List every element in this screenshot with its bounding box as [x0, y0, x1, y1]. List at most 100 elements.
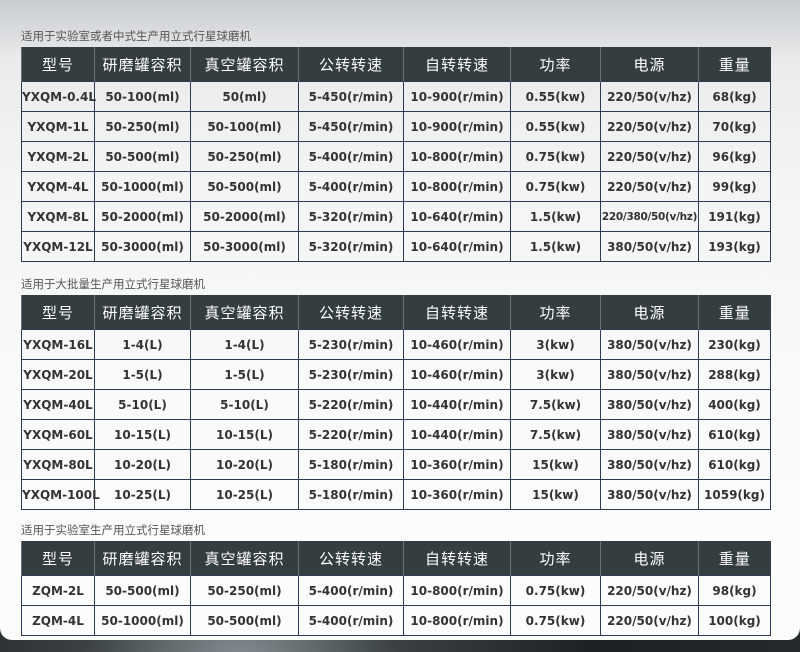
column-header: 公转转速: [298, 295, 404, 330]
table-cell: YXQM-40L: [21, 389, 95, 420]
table-cell: 5-450(r/min): [298, 111, 404, 142]
table-cell: 400(kg): [698, 389, 771, 420]
table-cell: 10-460(r/min): [403, 359, 511, 390]
table-cell: YXQM-4L: [21, 171, 95, 202]
table-cell: 0.75(kw): [510, 575, 601, 606]
section-title: 适用于实验室生产用立式行星球磨机: [21, 523, 205, 537]
section-title: 适用于大批量生产用立式行星球磨机: [21, 277, 205, 291]
table-cell: 50-3000(ml): [94, 231, 191, 262]
table-cell: 10-360(r/min): [403, 449, 511, 480]
table-cell: 380/50(v/hz): [600, 419, 699, 450]
column-header: 真空罐容积: [190, 295, 299, 330]
column-header: 型号: [21, 295, 95, 330]
table-cell: YXQM-12L: [21, 231, 95, 262]
table-cell: 5-230(r/min): [298, 329, 404, 360]
table-cell: 10-20(L): [94, 449, 191, 480]
table-cell: 220/380/50(v/hz): [600, 201, 699, 232]
column-header: 重量: [698, 541, 771, 576]
table-cell: 610(kg): [698, 419, 771, 450]
table-cell: 10-440(r/min): [403, 389, 511, 420]
table-cell: 10-900(r/min): [403, 81, 511, 112]
table-cell: 15(kw): [510, 479, 601, 510]
table-cell: 0.55(kw): [510, 81, 601, 112]
table-cell: 380/50(v/hz): [600, 449, 699, 480]
table-cell: 191(kg): [698, 201, 771, 232]
table-row: YXQM-4L 50-1000(ml) 50-500(ml) 5-400(r/min)…: [21, 171, 771, 202]
table-cell: 7.5(kw): [510, 389, 601, 420]
table-cell: YXQM-16L: [21, 329, 95, 360]
column-header: 研磨罐容积: [94, 295, 191, 330]
table-cell: 1059(kg): [698, 479, 771, 510]
table-row: YXQM-8L 50-2000(ml) 50-2000(ml) 5-320(r/min…: [21, 201, 771, 232]
column-header: 真空罐容积: [190, 47, 299, 82]
table-cell: 220/50(v/hz): [600, 171, 699, 202]
table-row: YXQM-0.4L 50-100(ml) 50(ml) 5-450(r/min) 10-…: [21, 81, 771, 112]
table-cell: 1.5(kw): [510, 201, 601, 232]
table-cell: 10-25(L): [94, 479, 191, 510]
column-header: 功率: [510, 295, 601, 330]
table-cell: 10-640(r/min): [403, 231, 511, 262]
table-cell: 5-400(r/min): [298, 605, 404, 636]
table-cell: 1-5(L): [190, 359, 299, 390]
header-row: 型号 研磨罐容积 真空罐容积 公转转速 自转转速 功率 电源 重量: [21, 541, 771, 576]
column-header: 型号: [21, 541, 95, 576]
table-cell: 230(kg): [698, 329, 771, 360]
table-cell: 0.55(kw): [510, 111, 601, 142]
table-cell: 380/50(v/hz): [600, 329, 699, 360]
table-cell: 10-800(r/min): [403, 171, 511, 202]
table-cell: 380/50(v/hz): [600, 231, 699, 262]
table-row: ZQM-2L 50-500(ml) 50-250(ml) 5-400(r/min) 10…: [21, 575, 771, 606]
table-cell: 5-220(r/min): [298, 419, 404, 450]
table-cell: 50-250(ml): [190, 141, 299, 172]
table-cell: 10-640(r/min): [403, 201, 511, 232]
table-cell: 1-4(L): [94, 329, 191, 360]
table-cell: 10-800(r/min): [403, 605, 511, 636]
column-header: 真空罐容积: [190, 541, 299, 576]
table-cell: 193(kg): [698, 231, 771, 262]
table-cell: YXQM-20L: [21, 359, 95, 390]
table-cell: 380/50(v/hz): [600, 479, 699, 510]
table-cell: 10-800(r/min): [403, 141, 511, 172]
table-cell: 1.5(kw): [510, 231, 601, 262]
table-cell: 50-1000(ml): [94, 605, 191, 636]
table-cell: YXQM-80L: [21, 449, 95, 480]
table-row: YXQM-100L 10-25(L) 10-25(L) 5-180(r/min) 10-…: [21, 479, 771, 510]
column-header: 自转转速: [403, 47, 511, 82]
table-cell: 3(kw): [510, 359, 601, 390]
column-header: 研磨罐容积: [94, 541, 191, 576]
table-cell: 50-2000(ml): [94, 201, 191, 232]
table-cell: 50(ml): [190, 81, 299, 112]
table-cell: 5-220(r/min): [298, 389, 404, 420]
table-row: YXQM-16L 1-4(L) 1-4(L) 5-230(r/min) 10-460(r…: [21, 329, 771, 360]
table-cell: 50-500(ml): [94, 141, 191, 172]
table-cell: 10-25(L): [190, 479, 299, 510]
table-cell: 10-440(r/min): [403, 419, 511, 450]
table-row: YXQM-60L 10-15(L) 10-15(L) 5-220(r/min) 10-4…: [21, 419, 771, 450]
column-header: 自转转速: [403, 295, 511, 330]
table-cell: 70(kg): [698, 111, 771, 142]
table-cell: 380/50(v/hz): [600, 359, 699, 390]
table-cell: 100(kg): [698, 605, 771, 636]
column-header: 重量: [698, 295, 771, 330]
table-cell: 50-500(ml): [94, 575, 191, 606]
table-cell: 98(kg): [698, 575, 771, 606]
table-cell: 1-5(L): [94, 359, 191, 390]
table-cell: 15(kw): [510, 449, 601, 480]
column-header: 公转转速: [298, 541, 404, 576]
header-row: 型号 研磨罐容积 真空罐容积 公转转速 自转转速 功率 电源 重量: [21, 295, 771, 330]
table-cell: 99(kg): [698, 171, 771, 202]
column-header: 电源: [600, 295, 699, 330]
table-cell: 50-100(ml): [94, 81, 191, 112]
table-cell: 5-320(r/min): [298, 231, 404, 262]
table-cell: 5-400(r/min): [298, 141, 404, 172]
column-header: 研磨罐容积: [94, 47, 191, 82]
table-cell: 0.75(kw): [510, 605, 601, 636]
table-cell: 10-20(L): [190, 449, 299, 480]
table-cell: 220/50(v/hz): [600, 141, 699, 172]
table-cell: 50-3000(ml): [190, 231, 299, 262]
table-cell: 220/50(v/hz): [600, 575, 699, 606]
table-cell: 10-900(r/min): [403, 111, 511, 142]
spec-table: 型号 研磨罐容积 真空罐容积 公转转速 自转转速 功率 电源 重量 YXQM-0.4L 50-10…: [21, 47, 771, 262]
table-cell: 10-800(r/min): [403, 575, 511, 606]
